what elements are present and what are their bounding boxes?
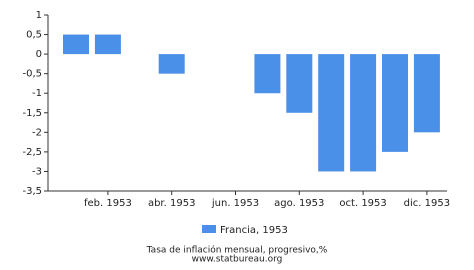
bar — [318, 54, 345, 172]
bar — [413, 54, 440, 133]
legend-label: Francia, 1953 — [220, 225, 288, 236]
y-tick-label: -0,5 — [22, 69, 42, 80]
x-tick-label: jun. 1953 — [211, 198, 259, 209]
x-tick-label: oct. 1953 — [339, 198, 386, 209]
x-tick-label: abr. 1953 — [148, 198, 195, 209]
y-tick-label: -2,5 — [22, 147, 42, 158]
bar — [158, 54, 185, 74]
bar — [382, 54, 408, 152]
legend-swatch — [202, 225, 216, 233]
bar — [350, 54, 377, 172]
x-tick-label: feb. 1953 — [84, 198, 132, 209]
y-tick-label: -3 — [32, 166, 42, 177]
bar — [94, 34, 121, 55]
footer-text: Tasa de inflación mensual, progresivo,% — [146, 245, 328, 256]
y-tick-label: 0,5 — [26, 30, 42, 41]
y-tick-label: -1,5 — [22, 108, 42, 119]
footer-text: www.statbureau.org — [192, 255, 283, 265]
x-tick-label: ago. 1953 — [274, 198, 324, 209]
y-tick-label: -1 — [32, 88, 42, 99]
x-tick-label: dic. 1953 — [404, 198, 450, 209]
bar — [63, 34, 89, 55]
bar — [254, 54, 281, 94]
y-tick-label: -3,5 — [22, 186, 42, 197]
y-tick-label: 1 — [36, 10, 42, 21]
y-tick-label: -2 — [32, 127, 42, 138]
y-tick-label: 0 — [36, 49, 42, 60]
bar — [286, 54, 313, 113]
